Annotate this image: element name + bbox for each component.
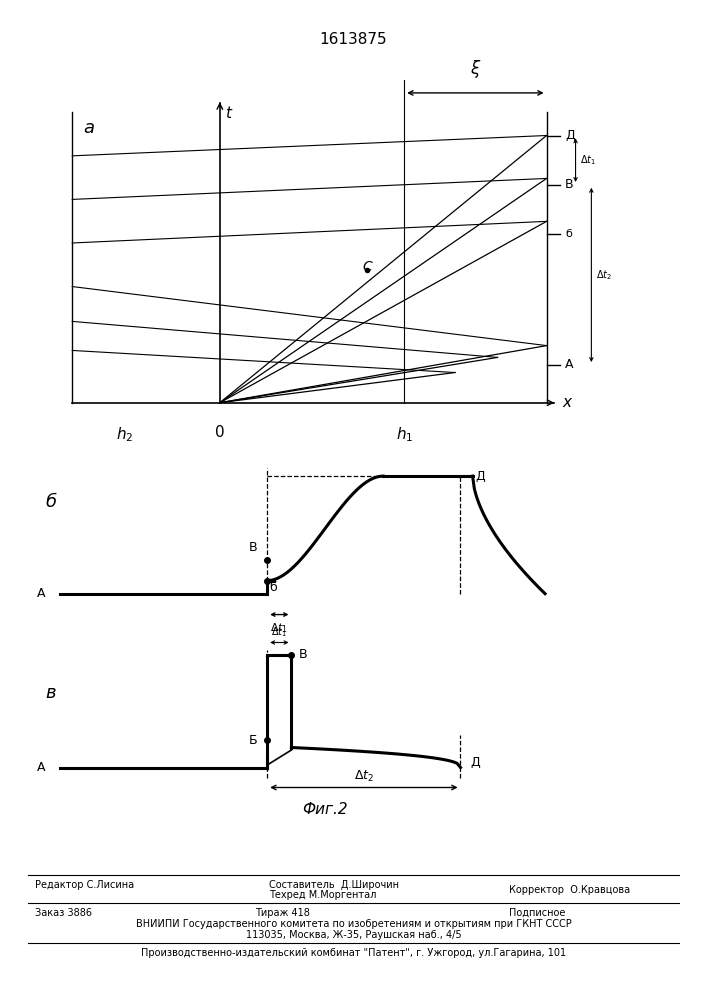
Text: ВНИИПИ Государственного комитета по изобретениям и открытиям при ГКНТ СССР: ВНИИПИ Государственного комитета по изоб… xyxy=(136,919,571,929)
Text: Д: Д xyxy=(475,470,485,483)
Text: $\xi$: $\xi$ xyxy=(469,58,481,80)
Text: Фиг.2: Фиг.2 xyxy=(303,802,348,818)
Text: Производственно-издательский комбинат "Патент", г. Ужгород, ул.Гагарина, 101: Производственно-издательский комбинат "П… xyxy=(141,948,566,958)
Text: Д: Д xyxy=(470,756,480,769)
Text: б: б xyxy=(269,581,277,594)
Text: $\Delta t_1$: $\Delta t_1$ xyxy=(580,153,596,167)
Text: б: б xyxy=(565,229,572,239)
Text: Техред М.Моргентал: Техред М.Моргентал xyxy=(269,890,376,900)
Text: Редактор С.Лисина: Редактор С.Лисина xyxy=(35,880,134,890)
Text: Тираж 418: Тираж 418 xyxy=(255,908,310,918)
Text: C: C xyxy=(363,260,373,274)
Text: Составитель  Д.Широчин: Составитель Д.Широчин xyxy=(269,880,399,890)
Text: $h_1$: $h_1$ xyxy=(396,425,413,444)
Text: $\Delta t_2$: $\Delta t_2$ xyxy=(354,769,374,784)
Text: Заказ 3886: Заказ 3886 xyxy=(35,908,93,918)
Text: x: x xyxy=(562,395,571,410)
Text: В: В xyxy=(298,648,308,662)
Text: $\Delta t_1$: $\Delta t_1$ xyxy=(271,625,287,639)
Text: В: В xyxy=(249,541,257,554)
Text: Подписное: Подписное xyxy=(509,908,566,918)
Text: а: а xyxy=(83,119,94,137)
Text: $\Delta t_2$: $\Delta t_2$ xyxy=(595,268,612,282)
Text: Б: Б xyxy=(249,734,257,746)
Text: $h_2$: $h_2$ xyxy=(116,425,134,444)
Text: А: А xyxy=(37,761,45,774)
Text: $\Delta t_1$: $\Delta t_1$ xyxy=(270,621,288,635)
Text: t: t xyxy=(225,106,231,121)
Text: 1613875: 1613875 xyxy=(320,32,387,47)
Text: Корректор  О.Кравцова: Корректор О.Кравцова xyxy=(509,885,630,895)
Text: 113035, Москва, Ж-35, Раушская наб., 4/5: 113035, Москва, Ж-35, Раушская наб., 4/5 xyxy=(246,930,461,940)
Text: в: в xyxy=(45,684,56,702)
Text: А: А xyxy=(565,358,573,371)
Text: б: б xyxy=(45,493,56,511)
Text: А: А xyxy=(37,587,45,600)
Text: Д: Д xyxy=(565,129,575,142)
Text: В: В xyxy=(565,178,573,191)
Text: 0: 0 xyxy=(215,425,225,440)
